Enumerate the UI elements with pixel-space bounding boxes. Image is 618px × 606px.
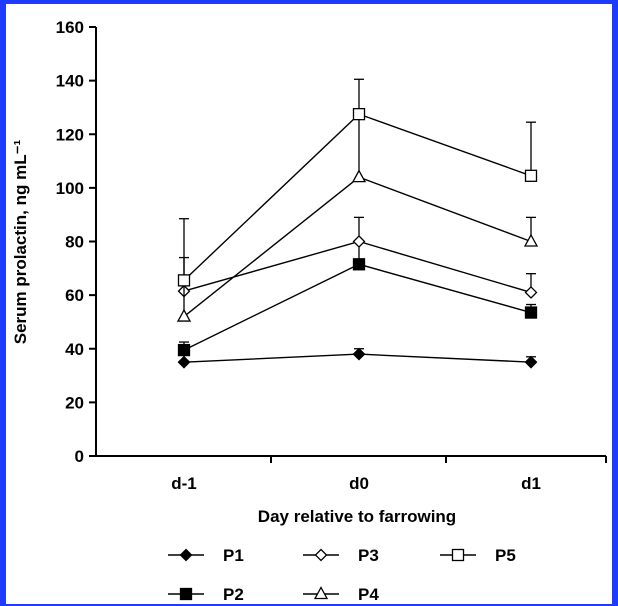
data-point [524,355,538,369]
data-point [351,169,367,183]
legend-item-p1: P1 [168,546,244,565]
y-tick-label: 120 [56,125,84,144]
x-tick-label: d1 [521,474,541,493]
legend-marker [179,548,193,562]
data-point [524,286,538,299]
legend-label: P3 [358,546,379,565]
legend-label: P5 [495,546,516,565]
series-p2 [177,242,538,357]
legend-item-p4: P4 [303,585,379,604]
series-line [183,113,532,281]
data-point [352,347,366,361]
series-p5 [177,78,538,287]
x-tick-label: d0 [349,474,369,493]
legend-item-p5: P5 [440,546,516,565]
series-p1 [177,347,538,369]
y-tick-label: 80 [65,233,84,252]
data-point [524,169,538,182]
data-point [524,306,538,319]
legend-marker [451,548,465,562]
y-tick-label: 0 [75,447,84,466]
y-tick-label: 100 [56,179,84,198]
legend-item-p2: P2 [168,585,244,604]
data-point [176,308,192,322]
legend: P1 P2 P3 P4 P5 [168,546,516,604]
data-point [352,107,366,121]
legend-marker [314,548,328,562]
data-point [352,235,366,248]
y-tick-label: 140 [56,72,84,91]
y-tick-label: 160 [56,18,84,37]
data-point [177,274,191,287]
y-tick-label: 20 [65,393,84,412]
legend-label: P2 [223,585,244,604]
x-axis-title: Day relative to farrowing [258,507,456,526]
x-axis: d-1 d0 d1 [96,455,607,493]
data-point [177,343,191,357]
series-p3 [177,216,538,299]
data-point [177,355,191,369]
plot-area [176,78,539,369]
y-tick-label: 60 [65,286,84,305]
legend-marker [313,586,329,600]
series-p4 [176,112,539,322]
data-point [523,233,539,247]
data-point [352,258,366,271]
legend-label: P1 [223,546,244,565]
legend-item-p3: P3 [303,546,379,565]
x-tick-label: d-1 [171,474,197,493]
series-line [183,176,532,318]
y-axis: 0 20 40 60 80 100 120 140 160 [56,18,97,466]
legend-marker [179,587,193,601]
legend-label: P4 [358,585,379,604]
y-tick-label: 40 [65,340,84,359]
y-axis-title: Serum prolactin, ng mL⁻¹ [11,139,30,344]
